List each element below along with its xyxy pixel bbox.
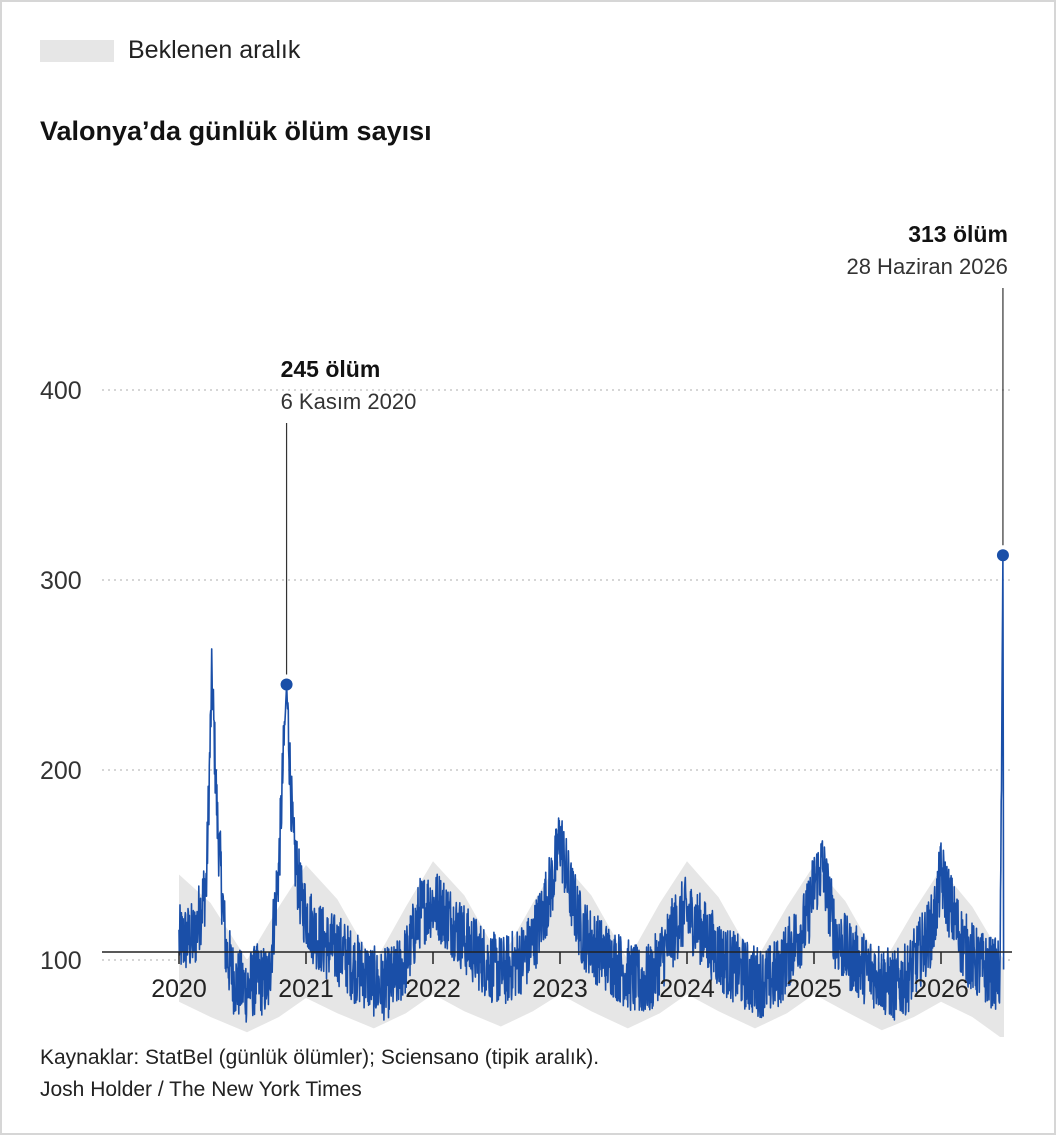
annotation-value: 245 ölüm	[281, 356, 381, 382]
annotation-point	[280, 678, 293, 691]
x-tick-label: 2021	[278, 975, 334, 1003]
x-tick-label: 2025	[786, 975, 842, 1003]
chart-title: Valonya’da günlük ölüm sayısı	[40, 116, 432, 146]
annotation-point	[996, 549, 1009, 562]
source-line: Kaynaklar: StatBel (günlük ölümler); Sci…	[40, 1046, 600, 1069]
annotation-value: 313 ölüm	[908, 221, 1008, 247]
annotations: 245 ölüm 6 Kasım 2020 313 ölüm 28 Haziran 2…	[280, 221, 1009, 691]
credit-line: Josh Holder / The New York Times	[40, 1078, 362, 1101]
legend: Beklenen aralık	[40, 36, 300, 65]
annotation-date: 28 Haziran 2026	[846, 254, 1007, 279]
annotation-date: 6 Kasım 2020	[281, 389, 417, 414]
x-axis: 2020 2021 2022 2023 2024 2025 2026	[102, 951, 1012, 1003]
x-tick-label: 2024	[659, 975, 715, 1003]
source-note: Kaynaklar: StatBel (günlük ölümler); Sci…	[40, 1042, 599, 1106]
x-tick-label: 2020	[151, 975, 207, 1003]
x-tick-label: 2023	[532, 975, 588, 1003]
series-line	[178, 554, 1005, 1023]
x-tick-label: 2022	[405, 975, 461, 1003]
y-tick-label: 300	[40, 567, 82, 595]
y-tick-label: 200	[40, 757, 82, 785]
y-tick-label: 400	[40, 377, 82, 405]
legend-swatch-expected-range	[40, 39, 114, 62]
y-tick-label: 100	[40, 947, 82, 975]
x-tick-label: 2026	[913, 975, 969, 1003]
legend-label: Beklenen aralık	[128, 36, 301, 64]
daily-deaths-series	[178, 554, 1005, 1023]
